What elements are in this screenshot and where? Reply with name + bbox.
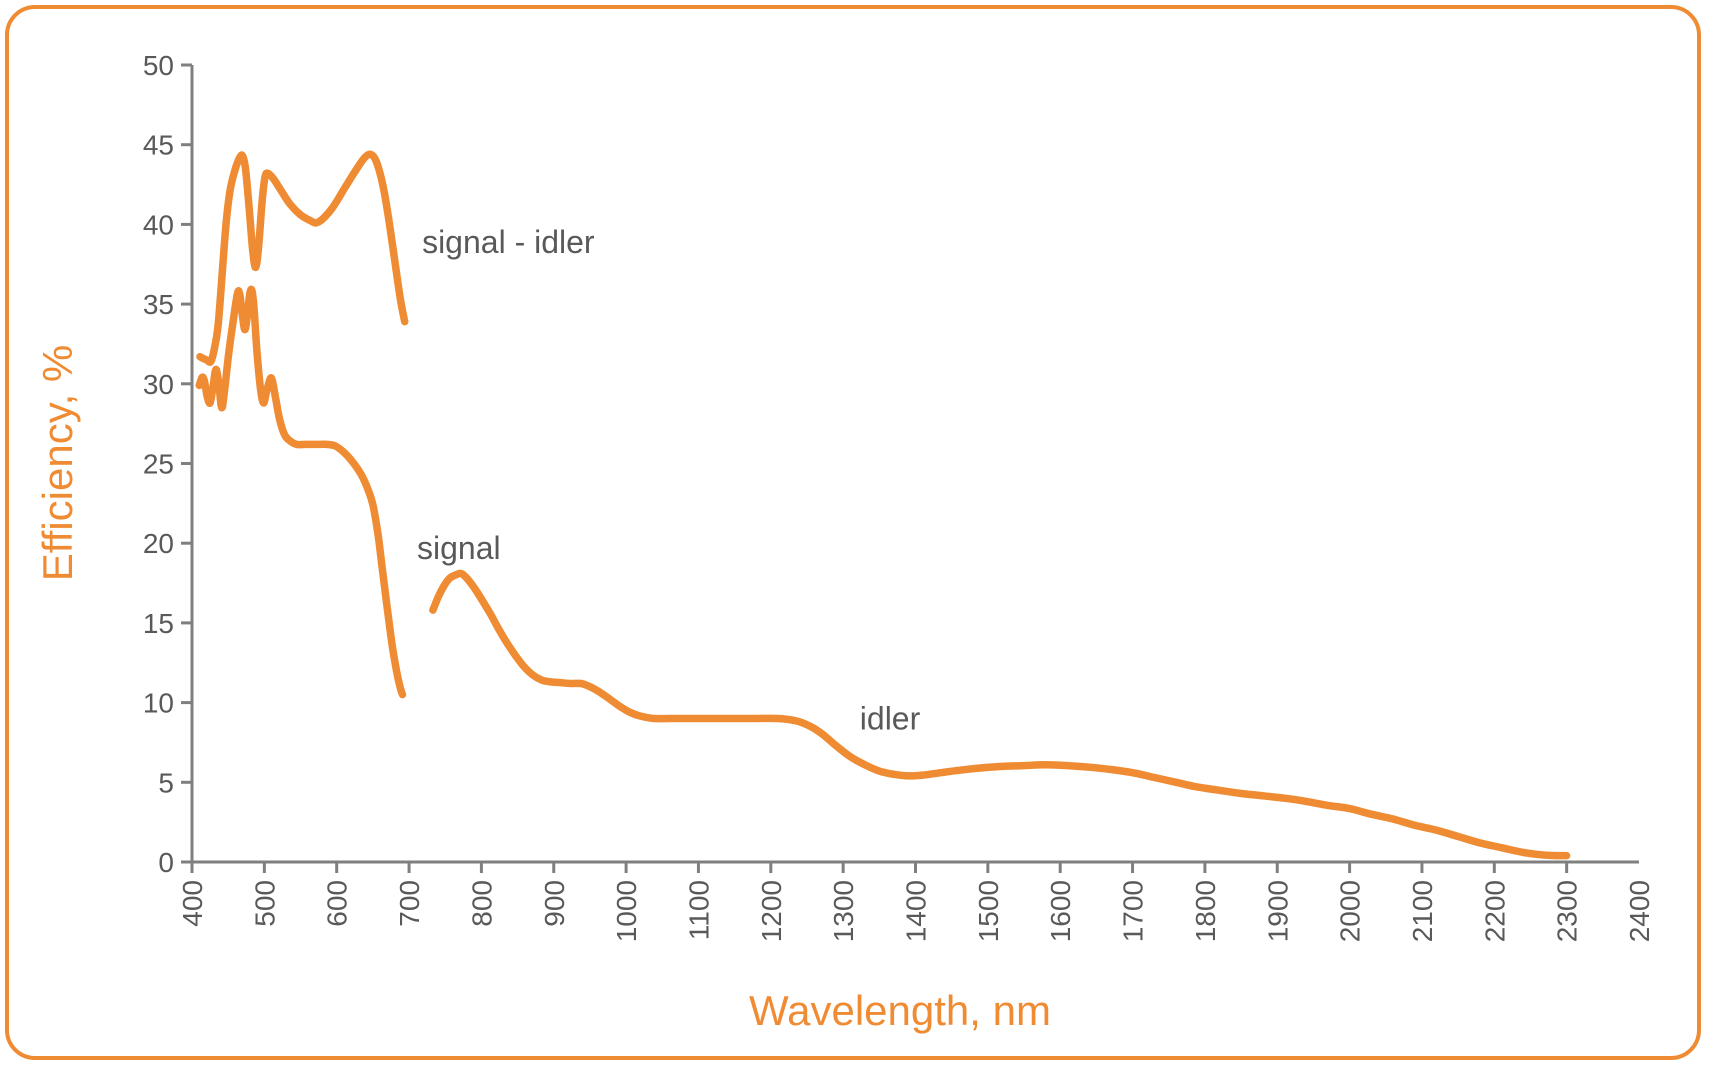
x-axis-title: Wavelength, nm	[749, 987, 1051, 1034]
series-label-signal-idler: signal - idler	[422, 224, 595, 260]
x-tick-label: 1800	[1190, 880, 1221, 942]
x-tick-label: 600	[322, 880, 353, 927]
x-tick-label: 1400	[901, 880, 932, 942]
x-tick-label: 900	[539, 880, 570, 927]
y-tick-label: 45	[143, 130, 174, 161]
x-tick-label: 500	[249, 880, 280, 927]
x-tick-label: 2300	[1552, 880, 1583, 942]
x-tick-label: 1500	[973, 880, 1004, 942]
y-tick-label: 10	[143, 688, 174, 719]
series-path-idler	[429, 569, 1571, 860]
x-tick-label: 1100	[683, 880, 714, 940]
y-tick-label: 20	[143, 528, 174, 559]
x-tick-label: 800	[466, 880, 497, 927]
y-tick-label: 25	[143, 449, 174, 480]
y-axis-title: Efficiency, %	[34, 344, 81, 582]
series-path-signal-idler	[196, 150, 409, 366]
x-tick-label: 700	[394, 880, 425, 927]
x-tick-label: 400	[177, 880, 208, 927]
series-path-signal	[195, 285, 407, 699]
y-tick-label: 40	[143, 209, 174, 240]
figure-border	[5, 5, 1701, 1060]
y-tick-label: 15	[143, 608, 174, 639]
x-tick-label: 2100	[1407, 880, 1438, 942]
axes-lines	[190, 65, 1639, 864]
x-tick-label: 2000	[1335, 880, 1366, 942]
series-label-idler: idler	[860, 701, 921, 737]
y-tick-label: 5	[158, 767, 174, 798]
x-tick-label: 1200	[756, 880, 787, 942]
y-tick-label: 30	[143, 369, 174, 400]
x-tick-label: 1700	[1118, 880, 1149, 942]
x-tick-label: 1300	[828, 880, 859, 942]
y-tick-label: 35	[143, 289, 174, 320]
series-label-signal: signal	[417, 530, 501, 566]
x-tick-label: 1600	[1045, 880, 1076, 942]
y-tick-label: 0	[158, 847, 174, 878]
y-tick-label: 50	[143, 50, 174, 81]
x-tick-label: 2200	[1479, 880, 1510, 942]
x-tick-label: 1000	[611, 880, 642, 942]
x-tick-label: 2400	[1624, 880, 1655, 942]
x-tick-label: 1900	[1262, 880, 1293, 942]
